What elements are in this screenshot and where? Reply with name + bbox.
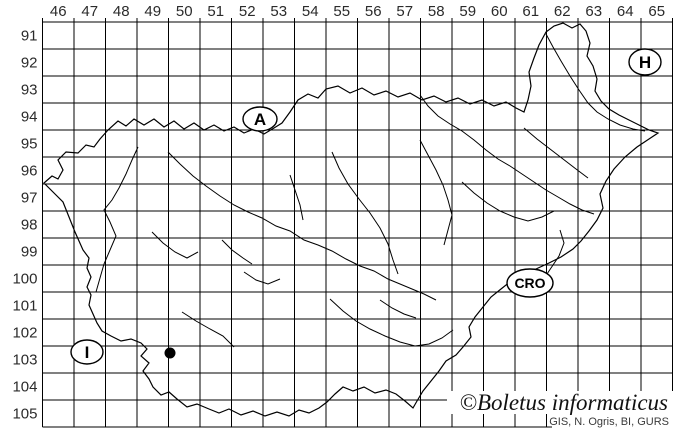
country-ellipse-a xyxy=(242,106,278,132)
column-label: 52 xyxy=(239,3,256,20)
column-label: 56 xyxy=(365,3,382,20)
copyright-text: ©Boletus informaticus xyxy=(460,390,669,415)
column-label: 61 xyxy=(522,3,539,20)
row-label: 102 xyxy=(12,325,37,342)
country-label-a: A xyxy=(254,110,266,129)
row-label: 101 xyxy=(12,298,37,315)
country-label-i: I xyxy=(85,343,90,362)
row-label: 104 xyxy=(12,379,37,396)
row-label: 99 xyxy=(21,244,38,261)
river-lines xyxy=(95,33,646,348)
row-label: 100 xyxy=(12,271,37,288)
column-label: 55 xyxy=(333,3,350,20)
row-label: 92 xyxy=(21,55,38,72)
row-label: 103 xyxy=(12,352,37,369)
column-label: 46 xyxy=(50,3,67,20)
slovenia-border-outline xyxy=(43,22,660,417)
row-label: 91 xyxy=(21,28,38,45)
record-dot-cell-50-103 xyxy=(164,347,176,359)
copyright-backdrop xyxy=(447,391,673,414)
credits-backdrop xyxy=(552,414,673,429)
column-label: 63 xyxy=(585,3,602,20)
row-label: 97 xyxy=(21,190,38,207)
row-label: 93 xyxy=(21,82,38,99)
row-label: 98 xyxy=(21,217,38,234)
column-label: 65 xyxy=(648,3,665,20)
country-ellipse-cro xyxy=(506,268,554,298)
column-label: 50 xyxy=(176,3,193,20)
grid-lines xyxy=(42,18,673,428)
column-label: 48 xyxy=(113,3,130,20)
credits-text: GIS, N. Ogris, BI, GURS xyxy=(549,416,669,428)
row-label: 96 xyxy=(21,163,38,180)
row-label: 94 xyxy=(21,109,38,126)
column-label: 57 xyxy=(396,3,413,20)
column-label: 58 xyxy=(428,3,445,20)
column-label: 64 xyxy=(617,3,634,20)
country-ellipse-h xyxy=(628,48,662,76)
column-label: 60 xyxy=(491,3,508,20)
column-label: 47 xyxy=(81,3,98,20)
column-label: 53 xyxy=(270,3,287,20)
column-label: 59 xyxy=(459,3,476,20)
column-label: 62 xyxy=(554,3,571,20)
country-label-h: H xyxy=(639,53,651,72)
row-label: 105 xyxy=(12,406,37,423)
column-label: 54 xyxy=(302,3,319,20)
country-label-cro: CRO xyxy=(514,275,545,291)
column-label: 51 xyxy=(207,3,224,20)
column-label: 49 xyxy=(144,3,161,20)
country-ellipse-i xyxy=(70,339,104,365)
row-label: 95 xyxy=(21,136,38,153)
